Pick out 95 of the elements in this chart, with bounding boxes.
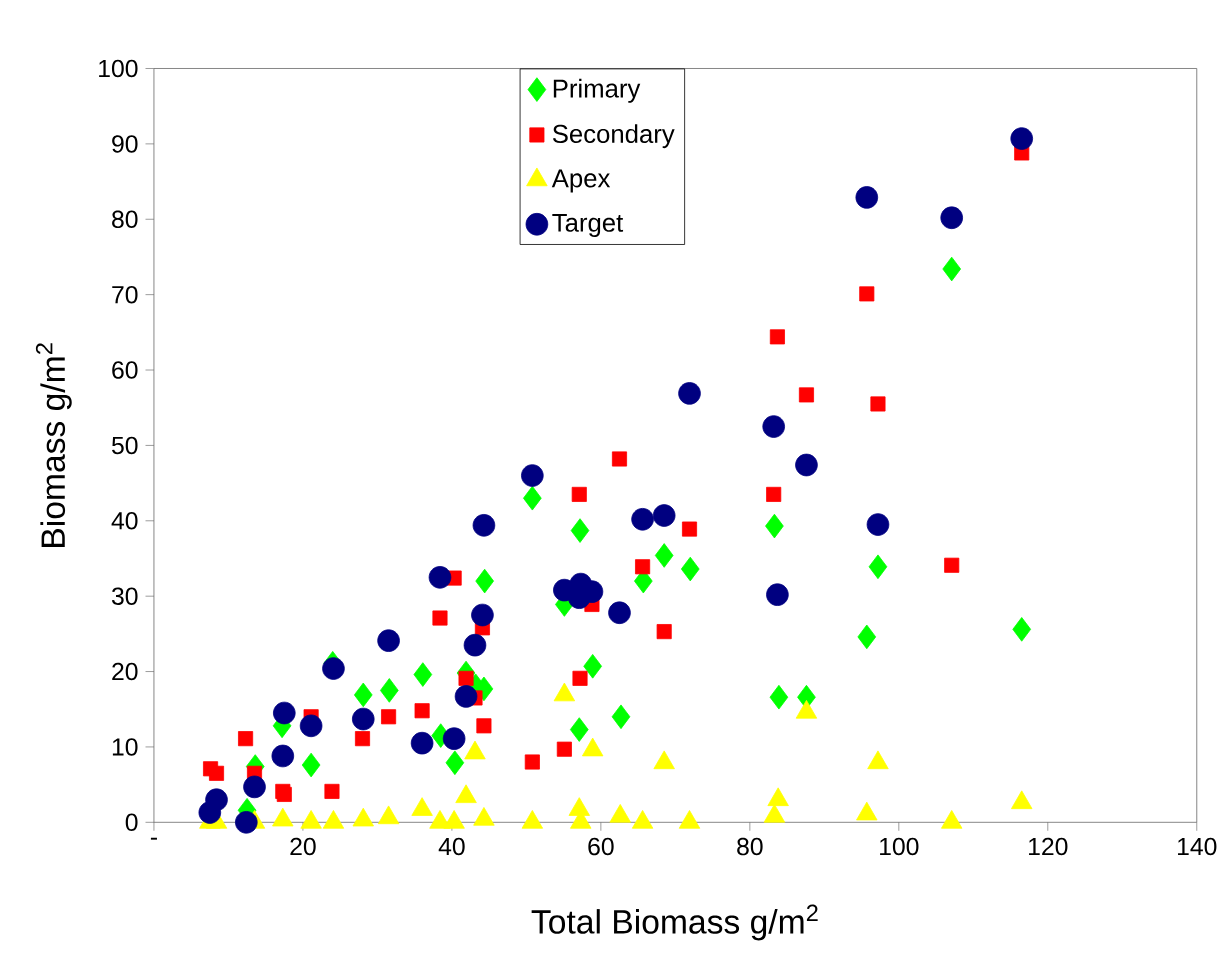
point: [380, 677, 399, 703]
point: [942, 256, 962, 282]
point: [652, 504, 676, 527]
point: [583, 653, 602, 679]
point: [866, 513, 890, 536]
point: [795, 453, 818, 477]
legend-label: Secondary: [552, 124, 675, 148]
y-tick-label: 40: [111, 511, 138, 530]
legend-label: Apex: [551, 169, 611, 193]
point: [656, 623, 672, 639]
y-tick-label: 0: [125, 813, 138, 831]
point: [208, 765, 225, 781]
point: [859, 286, 875, 302]
point: [868, 554, 888, 579]
point: [413, 662, 433, 687]
point: [1010, 127, 1034, 150]
point: [243, 775, 266, 799]
point: [766, 486, 782, 502]
point: [235, 810, 258, 834]
y-tick-label: 80: [112, 210, 138, 228]
point: [678, 381, 701, 405]
point: [353, 682, 373, 708]
x-tick-label: 120: [1029, 837, 1068, 856]
point: [273, 701, 296, 725]
point: [762, 415, 785, 438]
point: [680, 556, 700, 582]
point: [432, 610, 448, 626]
x-tick-label: 80: [737, 837, 763, 856]
point: [521, 464, 544, 487]
point: [445, 750, 465, 775]
point: [570, 518, 590, 543]
point: [475, 568, 494, 594]
point: [414, 703, 430, 719]
point: [769, 684, 789, 710]
point: [635, 559, 651, 575]
point: [410, 731, 434, 755]
point: [351, 707, 375, 731]
point: [205, 788, 228, 811]
y-tick-label: 50: [111, 436, 138, 455]
point: [301, 752, 321, 778]
x-tick-label: 100: [880, 837, 919, 856]
y-tick-label: 90: [112, 135, 138, 153]
x-tick-label: 40: [438, 837, 465, 856]
point: [556, 741, 572, 757]
point: [523, 485, 542, 511]
point: [631, 507, 654, 531]
point: [238, 730, 254, 747]
point: [428, 565, 452, 589]
y-tick-label: 100: [99, 59, 138, 78]
y-tick-label: 20: [112, 662, 138, 681]
point: [944, 557, 960, 573]
point: [608, 601, 631, 624]
point: [765, 513, 784, 539]
point: [299, 714, 323, 737]
x-tick-label: 140: [1178, 837, 1217, 856]
point: [458, 670, 474, 686]
point: [766, 583, 789, 606]
point: [381, 709, 397, 725]
y-axis-title: Biomass g/m$^{2}$: [35, 343, 72, 547]
point: [524, 754, 540, 770]
point: [354, 730, 371, 747]
point: [870, 396, 886, 412]
point: [476, 718, 492, 734]
point: [472, 513, 496, 537]
y-tick-label: 10: [112, 738, 138, 756]
point: [611, 704, 631, 729]
point: [377, 629, 400, 652]
point: [681, 521, 698, 537]
legend-label: Primary: [553, 78, 641, 103]
point: [271, 744, 295, 768]
point: [611, 451, 628, 467]
point: [940, 206, 963, 229]
point: [471, 603, 494, 627]
point: [572, 670, 588, 686]
point: [324, 783, 340, 799]
point: [855, 185, 879, 209]
point: [463, 633, 487, 657]
x-tick-label: -: [150, 837, 157, 840]
x-tick-label: 20: [290, 837, 316, 856]
point: [769, 329, 785, 345]
point: [798, 387, 814, 403]
point: [857, 624, 877, 650]
y-tick-label: 70: [112, 285, 138, 304]
point: [454, 685, 478, 708]
point: [1012, 616, 1032, 642]
point: [571, 486, 587, 502]
legend-label: Target: [552, 213, 624, 237]
point: [569, 717, 589, 742]
point: [654, 543, 674, 568]
x-tick-label: 60: [588, 837, 614, 856]
y-tick-label: 30: [111, 587, 138, 605]
point: [442, 727, 466, 750]
point: [322, 657, 345, 680]
y-tick-label: 60: [112, 361, 138, 379]
x-axis-title: Total Biomass g/m$^{2}$: [531, 904, 818, 941]
